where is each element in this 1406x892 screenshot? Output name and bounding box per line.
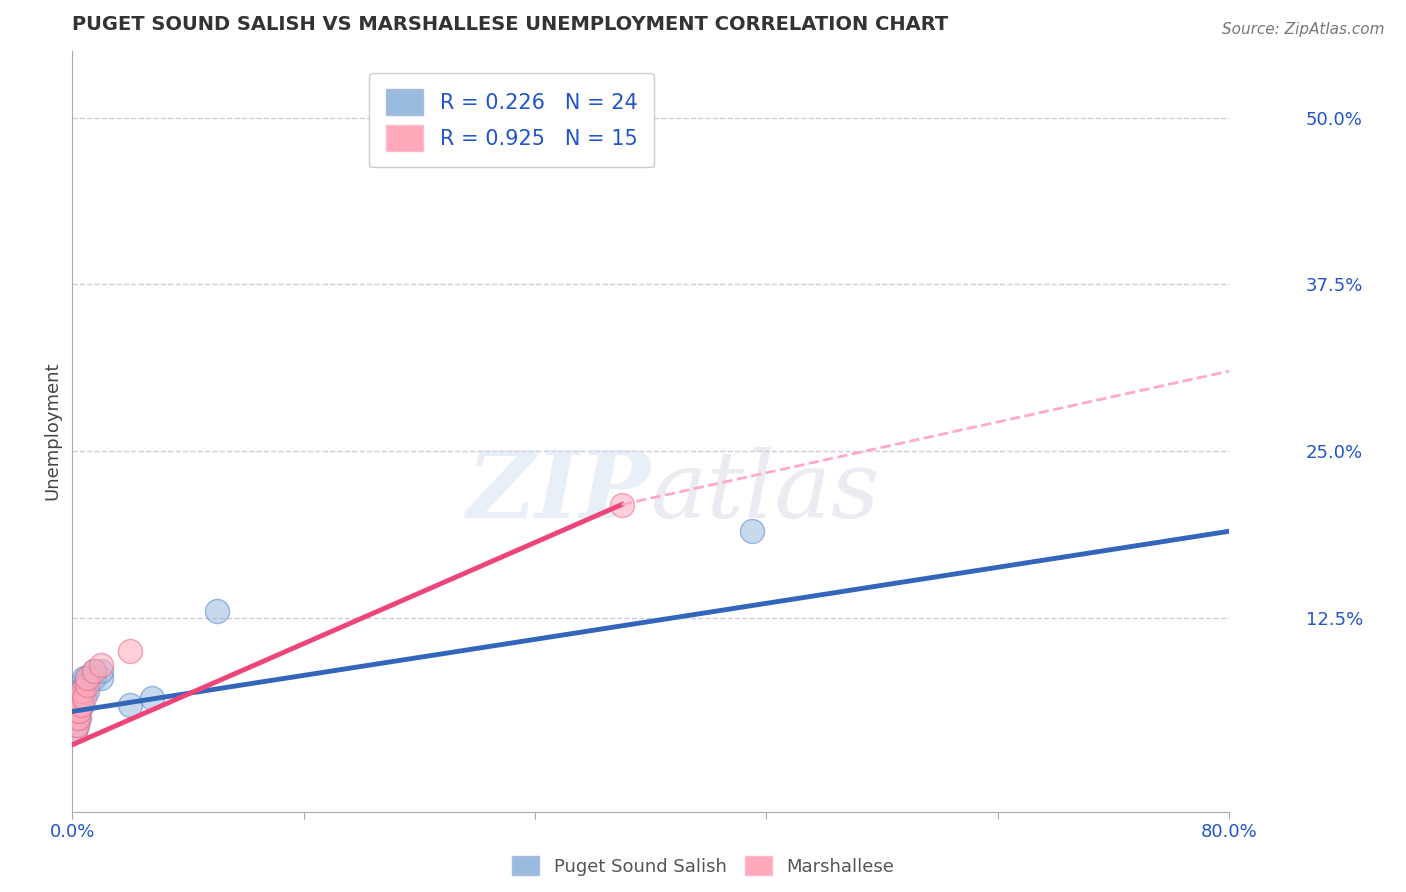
Text: ZIP: ZIP — [467, 447, 651, 537]
Point — [63, 724, 86, 739]
Point — [63, 724, 86, 739]
Point — [73, 684, 96, 698]
Point — [66, 711, 89, 725]
Point — [70, 698, 93, 712]
Point — [70, 684, 93, 698]
Point — [83, 665, 105, 679]
Point — [76, 684, 98, 698]
Point — [741, 524, 763, 539]
Point — [66, 691, 89, 706]
Point — [120, 698, 142, 712]
Point — [76, 671, 98, 685]
Point — [610, 498, 633, 512]
Legend: Puget Sound Salish, Marshallese: Puget Sound Salish, Marshallese — [505, 849, 901, 883]
Point — [66, 705, 89, 719]
Text: PUGET SOUND SALISH VS MARSHALLESE UNEMPLOYMENT CORRELATION CHART: PUGET SOUND SALISH VS MARSHALLESE UNEMPL… — [72, 15, 949, 34]
Point — [76, 678, 98, 692]
Point — [65, 711, 87, 725]
Point — [69, 711, 91, 725]
Point — [70, 678, 93, 692]
Point — [83, 671, 105, 685]
Point — [141, 691, 163, 706]
Point — [65, 718, 87, 732]
Point — [72, 698, 94, 712]
Point — [90, 657, 112, 672]
Point — [120, 644, 142, 658]
Point — [90, 665, 112, 679]
Point — [65, 718, 87, 732]
Point — [205, 604, 228, 618]
Point — [65, 705, 87, 719]
Point — [69, 705, 91, 719]
Point — [75, 678, 97, 692]
Text: atlas: atlas — [651, 447, 880, 537]
Y-axis label: Unemployment: Unemployment — [44, 362, 60, 500]
Point — [72, 691, 94, 706]
Point — [90, 671, 112, 685]
Point — [66, 698, 89, 712]
Point — [69, 691, 91, 706]
Point — [83, 665, 105, 679]
Point — [73, 691, 96, 706]
Point — [76, 671, 98, 685]
Point — [73, 671, 96, 685]
Point — [72, 684, 94, 698]
Legend: R = 0.226   N = 24, R = 0.925   N = 15: R = 0.226 N = 24, R = 0.925 N = 15 — [370, 72, 654, 167]
Text: Source: ZipAtlas.com: Source: ZipAtlas.com — [1222, 22, 1385, 37]
